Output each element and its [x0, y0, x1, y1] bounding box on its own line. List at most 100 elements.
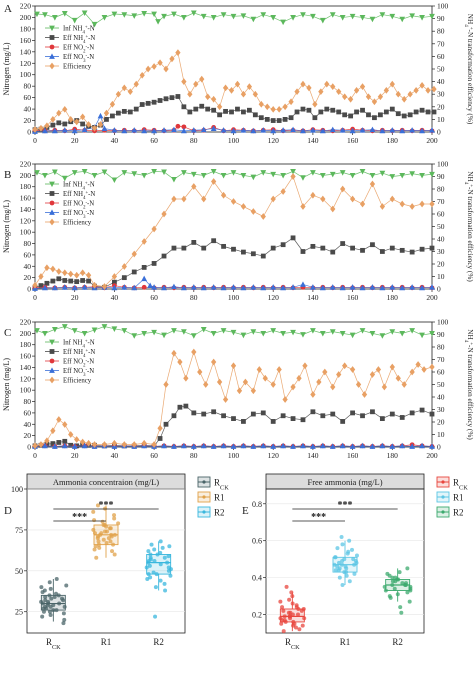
- data-point: [379, 203, 386, 210]
- y-tick-label: 100: [20, 70, 32, 79]
- data-point: [151, 261, 157, 266]
- data-point: [369, 330, 376, 337]
- data-point: [51, 15, 58, 21]
- data-point: [240, 13, 247, 19]
- x-tick-label: 40: [111, 136, 119, 145]
- data-point: [141, 330, 148, 337]
- data-point: [44, 264, 50, 272]
- data-point: [346, 549, 351, 554]
- data-point: [181, 245, 187, 251]
- data-point: [50, 427, 56, 435]
- legend-marker: [49, 349, 55, 354]
- y-tick-label: 120: [20, 374, 32, 383]
- data-point: [280, 284, 287, 291]
- data-point: [288, 115, 294, 121]
- data-point: [187, 90, 193, 98]
- y-right-axis-label-part: NH: [466, 329, 474, 339]
- data-point: [50, 265, 56, 273]
- data-point: [180, 442, 187, 449]
- legend-label-part: -N: [87, 45, 94, 52]
- data-point: [169, 95, 175, 101]
- data-point: [300, 175, 306, 181]
- data-point: [270, 118, 276, 123]
- data-point: [270, 105, 276, 113]
- data-point: [141, 284, 147, 290]
- panel-label: C: [4, 327, 11, 339]
- data-point: [270, 171, 277, 178]
- data-point: [337, 560, 342, 565]
- x-category-label-part: R1: [340, 637, 351, 647]
- data-point: [50, 116, 56, 123]
- data-point: [86, 278, 91, 284]
- data-point: [38, 441, 44, 448]
- y-right-tick-label: 90: [437, 330, 445, 339]
- y-tick-label: 20: [24, 273, 32, 282]
- data-point: [145, 100, 151, 106]
- data-point: [399, 172, 406, 179]
- data-point: [264, 117, 270, 122]
- data-point: [181, 124, 187, 130]
- chart-panel-b: B0 20 40 60 80 100 120 140 160 180 200020406080100…: [2, 160, 475, 303]
- data-point: [190, 10, 197, 16]
- data-point: [429, 443, 435, 449]
- data-point: [62, 421, 68, 428]
- data-point: [144, 565, 149, 570]
- data-point: [223, 108, 228, 114]
- data-point: [300, 417, 306, 423]
- data-point: [246, 107, 252, 113]
- legend-label-part: -N: [88, 182, 95, 189]
- data-point: [48, 613, 53, 617]
- data-point: [61, 611, 66, 616]
- legend-label-part: -: [85, 368, 87, 373]
- data-point: [349, 172, 356, 179]
- y-right-tick-label: 60: [437, 52, 445, 61]
- data-point: [242, 378, 249, 386]
- data-point: [366, 112, 371, 118]
- data-point: [369, 443, 376, 449]
- data-point: [399, 127, 406, 134]
- x-tick-label: 180: [387, 136, 399, 145]
- data-point: [379, 249, 385, 254]
- x-tick-label: 60: [150, 136, 158, 145]
- data-point: [200, 284, 207, 291]
- y-right-tick-label: 40: [437, 235, 445, 244]
- significance-label: ***: [338, 500, 353, 511]
- data-point: [50, 441, 56, 446]
- data-point: [171, 195, 177, 203]
- data-point: [310, 443, 316, 449]
- data-point: [300, 80, 306, 88]
- data-point: [131, 250, 137, 258]
- data-point: [121, 108, 127, 114]
- data-point: [290, 383, 296, 391]
- data-point: [91, 21, 98, 28]
- x-tick-label: 200: [426, 451, 438, 460]
- data-point: [91, 441, 98, 448]
- y-right-tick-label: 30: [437, 90, 445, 99]
- data-point: [429, 411, 435, 417]
- data-point: [56, 416, 62, 423]
- y-right-axis-label-part: 4: [464, 340, 470, 343]
- data-point: [139, 102, 145, 107]
- box-r1: [91, 503, 121, 560]
- y-right-axis-label-part: 4: [464, 182, 470, 185]
- data-point: [397, 570, 402, 575]
- y-right-axis-label-part: NH: [466, 171, 474, 181]
- data-point: [201, 245, 207, 251]
- x-tick-label: 40: [111, 293, 119, 302]
- data-point: [399, 415, 405, 420]
- data-point: [80, 269, 86, 277]
- data-point: [379, 416, 385, 421]
- data-point: [68, 442, 74, 448]
- data-point: [276, 105, 282, 113]
- chart-panel-a: A0 20 40 60 80 100 120 140 160 180 200020406080100…: [2, 2, 475, 146]
- series-eff-nh4: [32, 235, 435, 290]
- data-point: [71, 170, 78, 176]
- data-point: [131, 284, 138, 291]
- legend-label-part: Eff NO: [63, 54, 83, 61]
- x-tick-label: 120: [268, 136, 280, 145]
- y-right-tick-label: 40: [437, 77, 445, 86]
- data-point: [97, 545, 102, 550]
- data-point: [151, 127, 157, 134]
- series-efficiency: [32, 348, 435, 450]
